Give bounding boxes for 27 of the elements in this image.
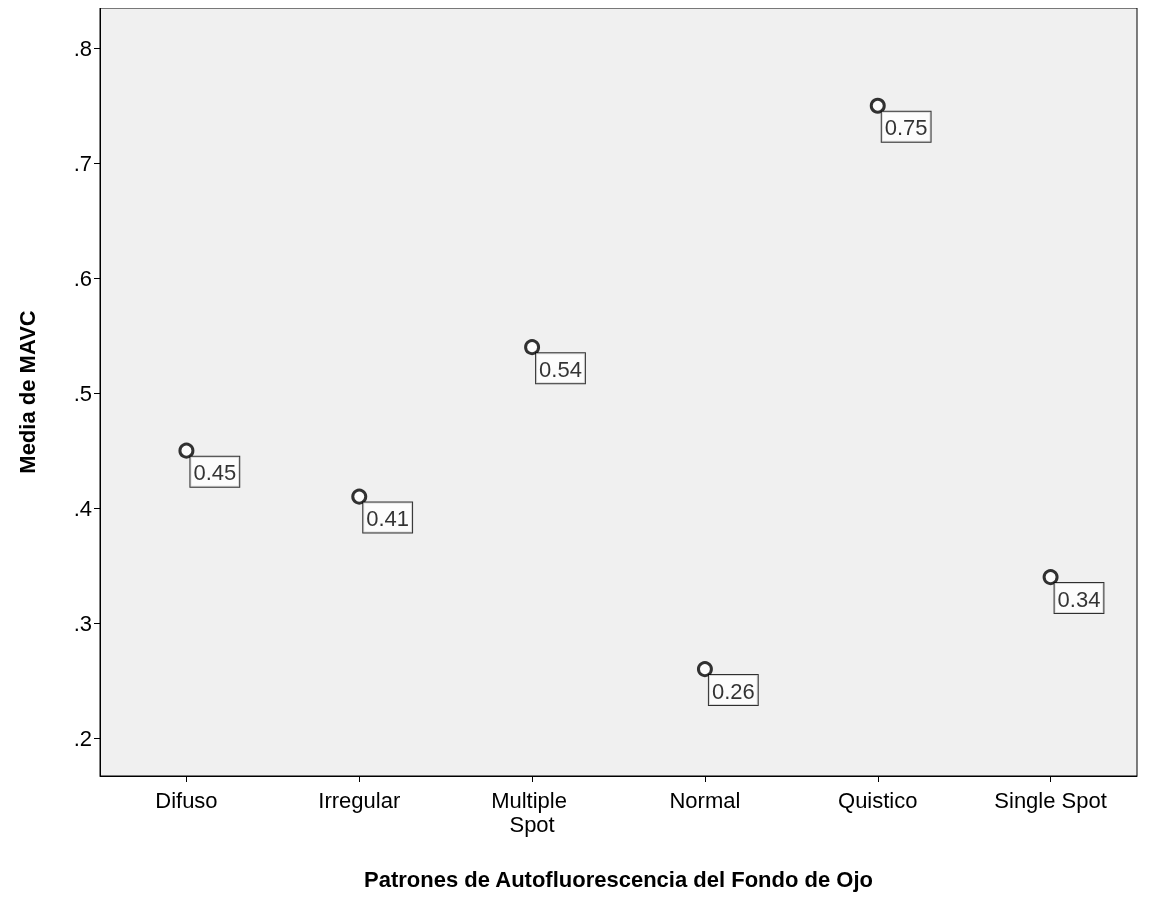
- y-tick-label: .7: [73, 150, 92, 176]
- y-axis-title: Media de MAVC: [14, 310, 40, 474]
- x-tick-label: Multiple Spot: [491, 787, 574, 837]
- y-tick-label: .2: [73, 725, 92, 751]
- x-tick-label: Normal: [669, 787, 741, 813]
- x-axis-title: Patrones de Autofluorescencia del Fondo de Ojo: [364, 866, 873, 892]
- point: [696, 661, 713, 678]
- point: [869, 97, 886, 114]
- point: [351, 488, 368, 505]
- y-tick-label: .8: [73, 35, 92, 61]
- data-label: 0.54: [539, 356, 582, 382]
- x-tick-label: Difuso: [155, 787, 218, 813]
- x-tick-label: Quistico: [838, 787, 918, 813]
- x-tick-label: Single Spot: [994, 787, 1107, 813]
- y-tick-label: .4: [73, 495, 92, 521]
- point: [1042, 569, 1059, 586]
- y-tick-label: .6: [73, 265, 92, 291]
- data-label: 0.41: [366, 506, 410, 532]
- point: [178, 442, 195, 459]
- point: [524, 339, 541, 356]
- y-tick-label: .5: [73, 380, 92, 406]
- x-tick-label: Irregular: [318, 787, 401, 813]
- data-label: 0.75: [884, 115, 928, 141]
- data-label: 0.26: [711, 678, 755, 704]
- data-label: 0.34: [1057, 586, 1101, 612]
- data-label: 0.45: [193, 460, 237, 486]
- y-tick-label: .3: [73, 610, 92, 636]
